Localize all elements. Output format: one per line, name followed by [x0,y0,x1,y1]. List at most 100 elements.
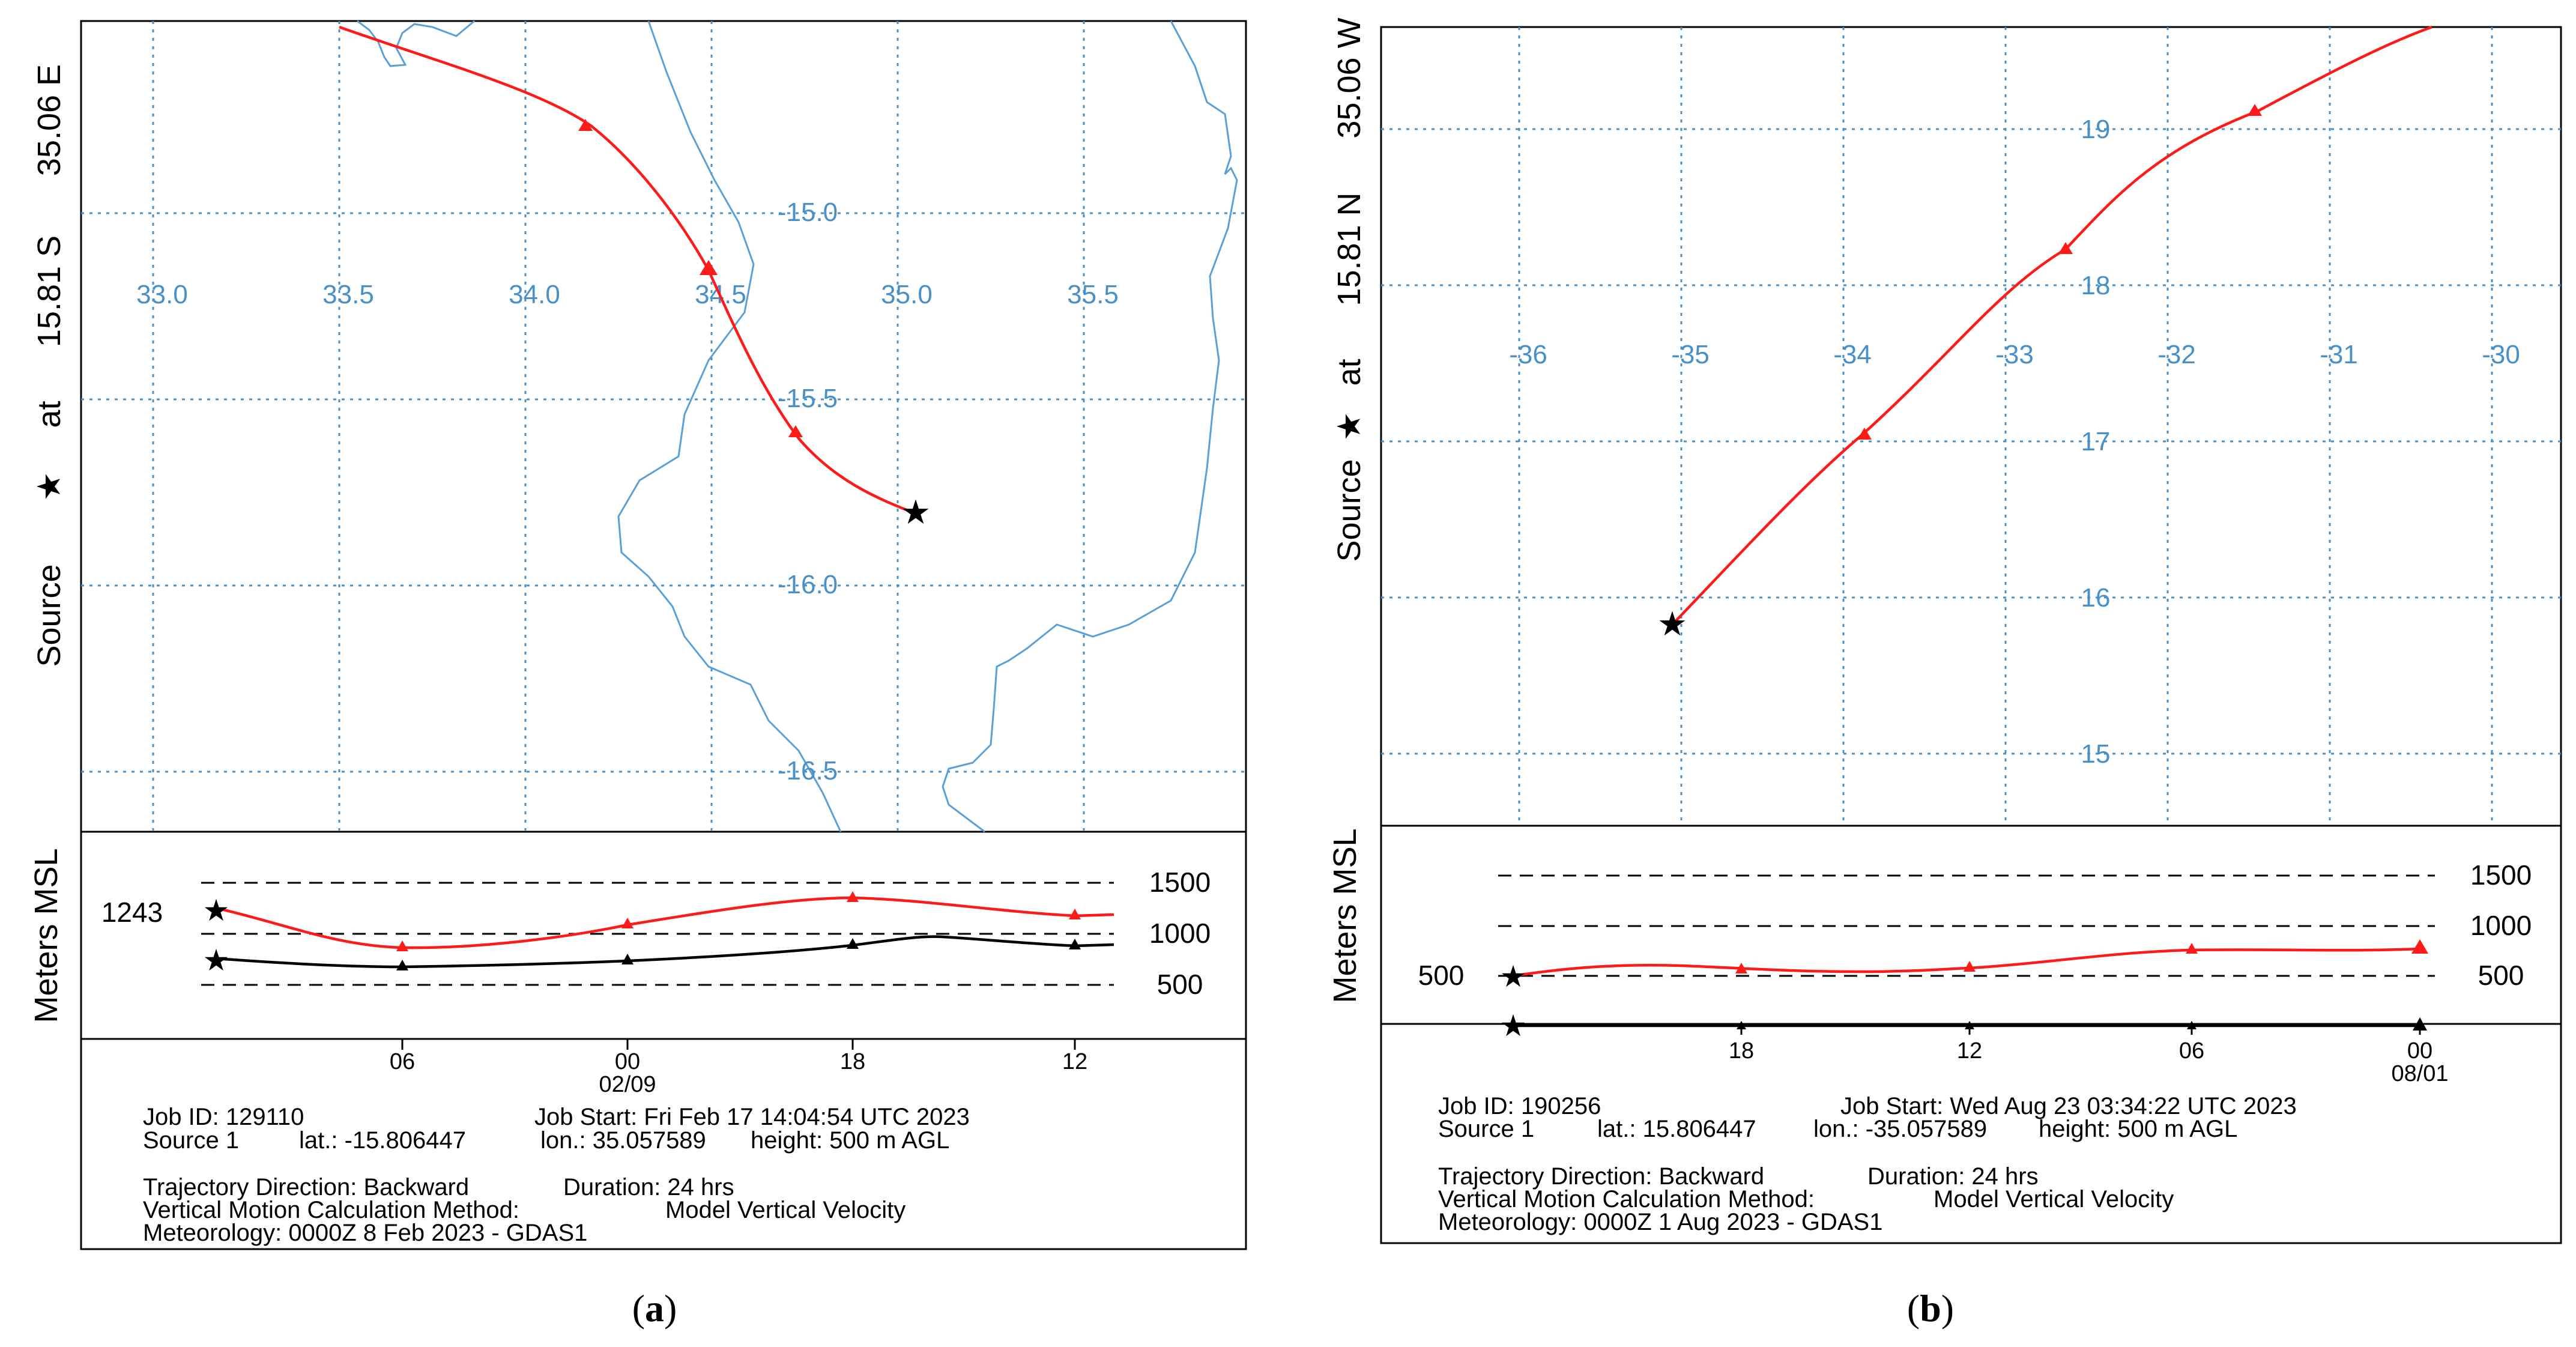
time-label: 00 [2407,1038,2432,1064]
height-start-star-icon: ★ [203,894,230,927]
start-height-label: 1243 [101,897,163,928]
info-job-id: Job ID: 129110 [143,1104,304,1130]
panel-a-info-frame [80,1038,1247,1250]
info-job-id: Job ID: 190256 [1438,1093,1601,1119]
lat-label: 16 [2081,583,2111,613]
lat-label: 18 [2081,271,2111,300]
time-label: 12 [1957,1038,1982,1064]
time-label: 18 [1729,1038,1754,1064]
trajectory-marker [788,425,803,437]
panel-b-info: Job ID: 190256 Job Start: Wed Aug 23 03:… [1438,1093,2297,1235]
panel-b-height-frame [1380,825,2562,1025]
height-marker [621,918,633,928]
lat-label: -15.5 [778,384,838,413]
info-source: Source 1 [143,1127,239,1154]
panel-a-grid [81,21,1246,832]
panel-a-trajectory-line [339,25,916,515]
lon-label: -32 [2157,340,2196,369]
height-marker [2411,939,2428,954]
panel-b-axis-title: Meters MSL [1327,828,1363,1003]
height-marker [1964,961,1976,972]
lat-label: -16.0 [778,570,838,599]
info-duration: Duration: 24 hrs [1867,1163,2039,1190]
panel-b-caption: (b) [1907,1287,1954,1330]
panel-b-trajectory-line [1671,25,2432,626]
side-star-icon: ★ [1331,412,1367,441]
trajectory-marker [578,119,593,131]
height-marker [2186,943,2198,954]
lon-label: -35 [1671,340,1710,369]
panel-a-lat-labels: -15.0 -15.5 -16.0 -16.5 [778,198,838,785]
panel-a-height-trajectory [216,896,1114,949]
info-lon: lon.: -35.057589 [1813,1116,1987,1142]
side-star-icon: ★ [31,472,67,501]
side-lat: 15.81 S [31,235,67,347]
panel-a-axis-title: Meters MSL [28,848,64,1023]
info-job-start: Job Start: Fri Feb 17 14:04:54 UTC 2023 [534,1104,970,1130]
time-label: 12 [1062,1049,1087,1074]
panel-b-height-trajectory [1513,947,2420,978]
panel-a-coastline [357,20,1238,833]
time-label: 06 [2179,1038,2204,1064]
lat-label: 19 [2081,115,2111,144]
info-source: Source 1 [1438,1116,1534,1142]
info-meteorology: Meteorology: 0000Z 1 Aug 2023 - GDAS1 [1438,1209,1882,1235]
lat-label: -15.0 [778,198,838,227]
terrain-marker [1069,939,1081,949]
panel-a-side-label: Source ★ at 15.81 S 35.06 E [31,64,67,667]
level-label: 500 [1157,969,1203,1000]
info-job-start: Job Start: Wed Aug 23 03:34:22 UTC 2023 [1840,1093,2297,1119]
lat-label: -16.5 [778,756,838,785]
source-star-icon: ★ [1657,605,1687,643]
panel-a-terrain-line [216,935,1114,969]
lon-label: -33 [1995,340,2034,369]
lon-label: 35.0 [881,280,933,309]
info-vmethod-value: Model Vertical Velocity [1934,1186,2174,1212]
side-source: Source [1331,459,1367,562]
panel-a: 33.0 33.5 34.0 34.5 35.0 35.5 -15.0 -15.… [28,20,1247,1330]
level-label: 500 [2478,960,2524,991]
side-at: at [31,401,67,428]
info-direction: Trajectory Direction: Backward [1438,1163,1764,1190]
svg-text:Meters MSL: Meters MSL [1327,828,1363,1003]
trajectory-marker [1857,428,1872,440]
info-direction: Trajectory Direction: Backward [143,1174,469,1200]
lon-label: 34.0 [509,280,560,309]
lon-label: -30 [2482,340,2520,369]
panel-b-lon-labels: -36 -35 -34 -33 -32 -31 -30 [1509,340,2520,369]
side-at: at [1331,359,1367,386]
trajectory-marker [700,260,718,275]
source-star-icon: ★ [901,493,931,531]
panel-a-caption: (a) [632,1287,677,1330]
info-meteorology: Meteorology: 0000Z 8 Feb 2023 - GDAS1 [143,1220,587,1246]
lat-label: 15 [2081,739,2111,769]
lon-label: -36 [1509,340,1547,369]
terrain-marker [396,960,408,970]
side-lon: 35.06 W [1331,17,1367,138]
info-height: height: 500 m AGL [751,1127,949,1154]
height-marker [396,940,408,951]
panel-a-info: Job ID: 129110 Job Start: Fri Feb 17 14:… [143,1104,970,1246]
terrain-start-star-icon: ★ [203,943,230,977]
info-lat: lat.: -15.806447 [299,1127,466,1154]
terrain-start-star-icon: ★ [1500,1009,1527,1043]
level-label: 1000 [1149,918,1211,949]
panel-b-side-label: Source ★ at 15.81 N 35.06 W [1331,17,1367,562]
lon-label: -34 [1833,340,1872,369]
start-height-label: 500 [1418,960,1465,991]
panel-b-grid [1381,27,2561,826]
trajectory-marker [2058,242,2073,254]
svg-text:Meters MSL: Meters MSL [28,848,64,1023]
height-start-star-icon: ★ [1500,960,1527,993]
info-lon: lon.: 35.057589 [540,1127,706,1154]
height-marker [1735,963,1747,973]
panel-a-height-frame [80,831,1247,1040]
date-label: 08/01 [2391,1061,2448,1086]
level-label: 1000 [2470,910,2532,941]
info-vmethod: Vertical Motion Calculation Method: [1438,1186,1815,1212]
time-label: 06 [390,1049,415,1074]
trajectory-marker [2248,104,2262,116]
terrain-marker [621,954,633,964]
lon-label: 33.5 [322,280,374,309]
